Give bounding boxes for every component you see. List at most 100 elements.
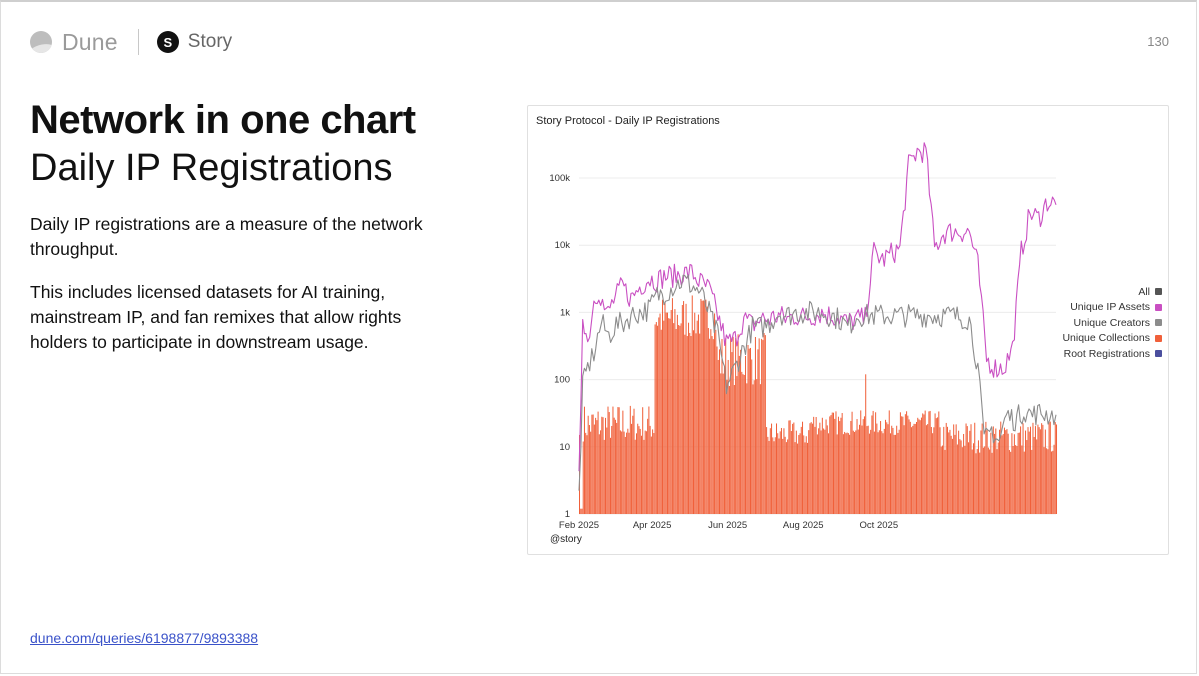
bar-unique-collections xyxy=(1022,423,1024,514)
dune-logo-icon xyxy=(30,31,52,53)
bar-unique-collections xyxy=(645,431,647,514)
bar-unique-collections xyxy=(865,374,867,514)
bar-unique-collections xyxy=(809,423,811,514)
bar-unique-collections xyxy=(1041,423,1043,514)
bar-unique-collections xyxy=(1029,426,1031,514)
bar-unique-collections xyxy=(977,440,979,514)
bar-unique-collections xyxy=(1053,444,1055,514)
bar-unique-collections xyxy=(626,432,628,514)
bar-unique-collections xyxy=(1038,427,1040,514)
bar-unique-collections xyxy=(964,445,966,514)
bar-unique-collections xyxy=(1020,426,1022,514)
bar-unique-collections xyxy=(648,406,650,514)
bar-unique-collections xyxy=(617,407,619,514)
bar-unique-collections xyxy=(778,438,780,514)
line-unique-creators xyxy=(578,274,1057,491)
bar-unique-collections xyxy=(606,427,608,514)
bar-unique-collections xyxy=(847,433,849,514)
bar-unique-collections xyxy=(928,411,930,514)
bar-unique-collections xyxy=(887,424,889,514)
bar-unique-collections xyxy=(702,300,704,514)
bar-unique-collections xyxy=(912,425,914,514)
legend-item[interactable]: Unique Creators xyxy=(1062,315,1162,331)
bar-unique-collections xyxy=(642,407,644,514)
bar-unique-collections xyxy=(1002,434,1004,514)
bar-unique-collections xyxy=(730,337,732,514)
bar-unique-collections xyxy=(845,433,847,514)
bar-unique-collections xyxy=(903,425,905,514)
bar-unique-collections xyxy=(955,424,957,514)
bar-unique-collections xyxy=(583,406,585,514)
y-tick-label: 10k xyxy=(555,240,571,251)
legend-label: Unique IP Assets xyxy=(1070,301,1150,314)
bar-unique-collections xyxy=(763,333,765,514)
bar-unique-collections xyxy=(824,429,826,514)
bar-unique-collections xyxy=(720,373,722,514)
bar-unique-collections xyxy=(773,441,775,514)
bar-unique-collections xyxy=(1003,427,1005,514)
bar-unique-collections xyxy=(929,410,931,514)
legend-swatch xyxy=(1155,303,1162,311)
legend-item[interactable]: Root Registrations xyxy=(1062,346,1162,362)
bar-unique-collections xyxy=(995,428,997,514)
bar-unique-collections xyxy=(1028,431,1030,514)
bar-unique-collections xyxy=(690,336,692,514)
bar-unique-collections xyxy=(944,449,946,514)
bar-unique-collections xyxy=(767,436,769,514)
bar-unique-collections xyxy=(946,426,948,514)
bar-unique-collections xyxy=(990,432,992,514)
bar-unique-collections xyxy=(1011,433,1013,514)
bar-unique-collections xyxy=(945,422,947,514)
bar-unique-collections xyxy=(1039,429,1041,514)
bar-unique-collections xyxy=(653,433,655,514)
bar-unique-collections xyxy=(818,428,820,514)
bar-unique-collections xyxy=(837,416,839,514)
bar-unique-collections xyxy=(643,439,645,514)
legend-item[interactable]: Unique IP Assets xyxy=(1062,300,1162,316)
bar-unique-collections xyxy=(1047,449,1049,514)
bar-unique-collections xyxy=(595,417,597,514)
bar-unique-collections xyxy=(794,442,796,514)
bar-unique-collections xyxy=(1021,445,1023,514)
bar-unique-collections xyxy=(654,324,656,514)
bar-unique-collections xyxy=(882,433,884,514)
bar-unique-collections xyxy=(658,317,660,514)
bar-unique-collections xyxy=(1013,434,1015,514)
bar-unique-collections xyxy=(696,320,698,514)
bar-unique-collections xyxy=(816,434,818,514)
x-tick-label: Apr 2025 xyxy=(633,520,672,531)
bar-unique-collections xyxy=(956,444,958,514)
bar-unique-collections xyxy=(886,422,888,514)
bar-unique-collections xyxy=(762,340,764,514)
bar-unique-collections xyxy=(1025,430,1027,514)
story-logo-icon: S xyxy=(156,31,179,53)
bar-unique-collections xyxy=(800,426,802,514)
bar-unique-collections xyxy=(779,431,781,514)
bar-unique-collections xyxy=(668,318,670,514)
bar-unique-collections xyxy=(726,379,728,514)
bar-unique-collections xyxy=(790,431,792,514)
bar-unique-collections xyxy=(686,336,688,514)
bar-unique-collections xyxy=(862,419,864,514)
query-link[interactable]: dune.com/queries/6198877/9893388 xyxy=(30,630,259,646)
bar-unique-collections xyxy=(968,442,970,514)
bar-unique-collections xyxy=(679,325,681,514)
bar-unique-collections xyxy=(590,431,592,514)
bar-unique-collections xyxy=(1036,439,1038,514)
legend-item[interactable]: All xyxy=(1062,284,1162,300)
bar-unique-collections xyxy=(820,430,822,514)
bar-unique-collections xyxy=(602,417,604,514)
bar-unique-collections xyxy=(828,433,830,514)
bar-unique-collections xyxy=(844,431,846,514)
bar-unique-collections xyxy=(752,384,754,514)
bar-unique-collections xyxy=(987,447,989,514)
legend-item[interactable]: Unique Collections xyxy=(1062,331,1162,347)
bar-unique-collections xyxy=(1012,445,1014,514)
chart-credit: @story xyxy=(550,534,582,545)
bar-unique-collections xyxy=(992,426,994,514)
bar-unique-collections xyxy=(580,508,582,514)
bar-unique-collections xyxy=(1005,430,1007,514)
bar-unique-collections xyxy=(883,428,885,514)
bar-unique-collections xyxy=(657,325,659,514)
bar-unique-collections xyxy=(934,413,936,514)
